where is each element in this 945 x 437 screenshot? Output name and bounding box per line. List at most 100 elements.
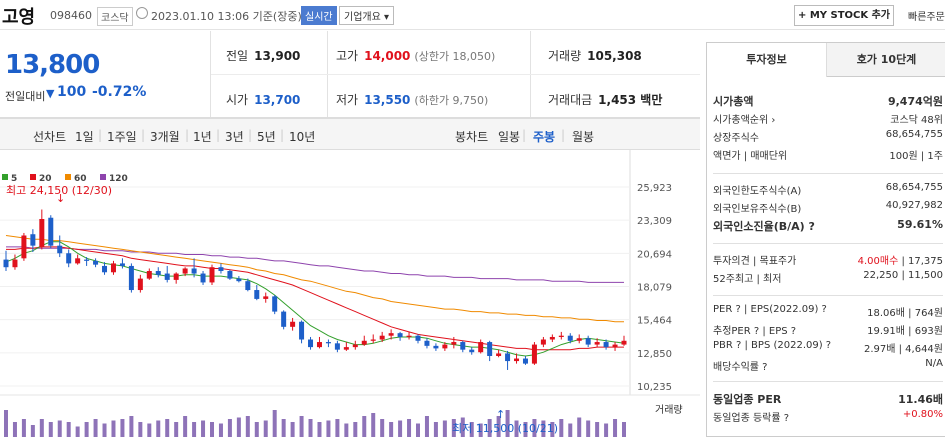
my-stock-add-button[interactable]: + MY STOCK 추가 xyxy=(794,5,894,26)
period-1w[interactable]: 1주일 xyxy=(107,130,137,144)
candle xyxy=(146,271,152,279)
candle xyxy=(585,338,591,345)
volume-bar xyxy=(577,417,582,437)
tab-invest-info[interactable]: 투자정보 xyxy=(707,43,827,77)
candle xyxy=(200,273,206,283)
invest-label: 외국인보유주식수(B) xyxy=(713,204,802,215)
candle xyxy=(191,268,197,274)
all-time-low-label: 최저 11,500 (10/21) xyxy=(452,422,558,435)
invest-row: 추정PER ? | EPS ? 19.91배 | 693원 xyxy=(713,322,943,339)
market-badge: 코스닥 xyxy=(97,7,133,26)
trade-amount: 거래대금 1,453 백만 xyxy=(548,93,663,107)
separator: | xyxy=(141,128,146,142)
separator: | xyxy=(98,128,103,142)
candle xyxy=(469,349,475,353)
quote-datetime: 2023.01.10 13:06 기준(장중) xyxy=(151,10,302,23)
invest-value: 19.91배 | 693원 xyxy=(867,326,943,337)
tab-orderbook-10[interactable]: 호가 10단계 xyxy=(827,43,945,77)
volume-bar xyxy=(451,419,456,437)
invest-label: 동일업종 등락률 ? xyxy=(713,413,790,424)
invest-row: 외국인소진율(B/A) ? 59.61% xyxy=(713,218,943,235)
candle xyxy=(567,335,573,341)
invest-row: 배당수익률 ? N/A xyxy=(713,358,943,375)
candle xyxy=(12,259,18,268)
candle xyxy=(549,336,555,340)
candle xyxy=(308,339,314,348)
invest-label: 외국인한도주식수(A) xyxy=(713,186,802,197)
company-overview-button[interactable]: 기업개요 ▾ xyxy=(339,6,394,25)
period-10y[interactable]: 10년 xyxy=(289,130,316,144)
clock-icon xyxy=(136,7,148,19)
plot-bg xyxy=(0,150,630,437)
invest-label: 상장주식수 xyxy=(713,133,759,144)
stock-name: 고영 xyxy=(2,7,36,28)
volume-bar xyxy=(192,422,197,437)
candle xyxy=(451,342,457,345)
period-3y[interactable]: 3년 xyxy=(225,130,244,144)
candle-daily[interactable]: 일봉 xyxy=(498,130,521,144)
period-bar: 선차트 1일 | 1주일 | 3개월 | 1년 | 3년 | 5년 | 10년 … xyxy=(0,118,700,150)
period-1d[interactable]: 1일 xyxy=(75,130,94,144)
period-5y[interactable]: 5년 xyxy=(257,130,276,144)
invest-label: 배당수익률 ? xyxy=(713,362,768,373)
candle-monthly[interactable]: 월봉 xyxy=(572,130,595,144)
invest-value: 4.00매수 | 17,375 xyxy=(857,256,943,267)
change-value: 100 xyxy=(57,84,87,100)
candle-weekly[interactable]: 주봉 xyxy=(533,130,556,144)
candle xyxy=(334,343,340,350)
volume-bar xyxy=(604,423,609,437)
stock-header: 고영 098460 코스닥 2023.01.10 13:06 기준(장중) 실시… xyxy=(0,0,945,30)
candle xyxy=(48,217,54,246)
candle xyxy=(66,253,72,264)
volume-label: 거래량 xyxy=(655,404,683,416)
candle xyxy=(173,273,179,280)
down-arrow-icon: ▼ xyxy=(46,87,55,100)
candle xyxy=(102,265,108,273)
volume-bar xyxy=(57,420,62,437)
volume-bar xyxy=(407,419,412,437)
legend-swatch xyxy=(2,174,8,180)
ma-line-120 xyxy=(6,246,624,283)
fast-order-link[interactable]: 빠른주문 xyxy=(908,12,945,23)
change-label: 전일대비 xyxy=(5,90,46,103)
candle xyxy=(57,245,63,254)
volume-bar xyxy=(12,422,17,437)
candle xyxy=(415,335,421,341)
volume-bar xyxy=(254,422,259,437)
period-3m[interactable]: 3개월 xyxy=(150,130,180,144)
invest-label: 동일업종 PER xyxy=(713,393,782,406)
separator: | xyxy=(280,128,285,142)
volume-bar xyxy=(272,410,277,437)
volume-bar xyxy=(523,422,528,437)
volume-bar xyxy=(622,422,626,437)
volume-bar xyxy=(541,420,546,437)
volume-bar xyxy=(505,410,510,437)
separator: | xyxy=(248,128,253,142)
candle xyxy=(397,333,403,337)
volume-bar xyxy=(362,416,367,437)
candle xyxy=(460,342,466,350)
candle xyxy=(218,267,224,272)
volume-bar xyxy=(496,416,501,437)
legend-label: 5 xyxy=(11,174,17,184)
candle xyxy=(182,268,188,274)
period-1y[interactable]: 1년 xyxy=(193,130,212,144)
prev-close: 전일 13,900 xyxy=(226,49,301,63)
change-percent: -0.72% xyxy=(92,84,147,100)
weekly-candle-chart[interactable]: 25,923 23,309 20,694 18,079 15,464 12,850 10,2… xyxy=(0,150,700,437)
volume-bar xyxy=(218,423,223,437)
candle xyxy=(540,339,546,345)
volume-bar xyxy=(433,422,438,437)
legend-swatch xyxy=(100,174,106,180)
invest-value: 68,654,755 xyxy=(885,182,943,193)
realtime-badge[interactable]: 실시간 xyxy=(301,6,337,25)
candle xyxy=(299,321,305,340)
current-price: 13,800 xyxy=(5,50,100,80)
y-tick-label: 18,079 xyxy=(637,283,672,294)
invest-label: 추정PER ? | EPS ? xyxy=(713,326,797,337)
invest-row: 상장주식수 68,654,755 xyxy=(713,129,943,146)
invest-value: 100원 | 1주 xyxy=(889,151,943,162)
invest-row: 52주최고 | 최저 22,250 | 11,500 xyxy=(713,270,943,287)
candle xyxy=(576,338,582,341)
volume-bar xyxy=(66,422,71,437)
